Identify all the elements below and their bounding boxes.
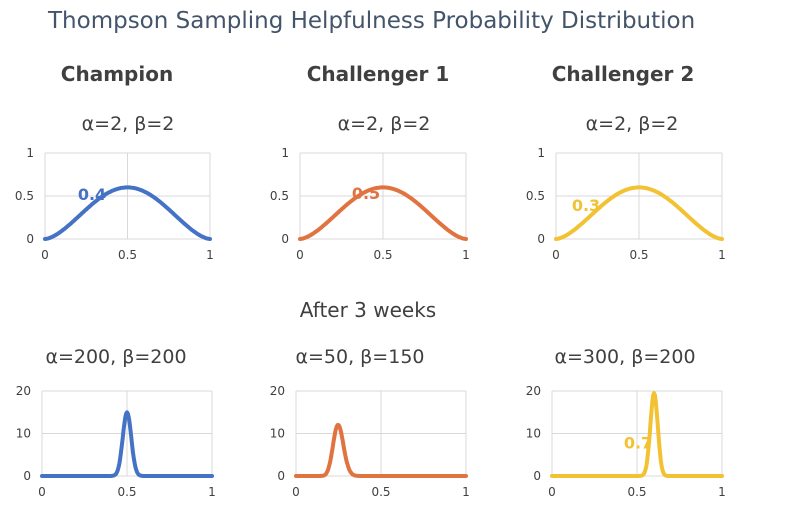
initial-challenger-1-xtick-label-2: 1: [462, 248, 470, 262]
initial-challenger-1-ytick-label-0: 0: [281, 232, 289, 246]
after-challenger-1-density-line: [294, 423, 468, 478]
initial-challenger-1-ytick-label-2: 1: [281, 146, 289, 160]
params-label-after-champion: α=200, β=200: [45, 346, 187, 368]
initial-champion-ytick-label-2: 1: [26, 146, 34, 160]
after-challenger-2-xtick-label-2: 1: [718, 485, 726, 499]
initial-challenger-1-ytick-label-1: 0.5: [270, 189, 289, 203]
arm-label-champion: Champion: [60, 62, 174, 86]
chart-title: Thompson Sampling Helpfulness Probabilit…: [48, 8, 696, 34]
after-challenger-2-ytick-label-1: 10: [526, 427, 541, 441]
after-champion-ytick-label-1: 10: [16, 427, 31, 441]
initial-challenger-2-xtick-label-0: 0: [552, 248, 560, 262]
after-challenger-2-ytick-label-2: 20: [526, 384, 541, 398]
after-challenger-1-ytick-label-1: 10: [270, 427, 285, 441]
after-challenger-1-ytick-label-0: 0: [277, 469, 285, 483]
after-challenger-1-xtick-label-0: 0: [292, 485, 300, 499]
initial-champion-density-line: [43, 185, 212, 241]
initial-challenger-2-sample-label: 0.3: [572, 196, 600, 215]
initial-challenger-2-xtick-label-1: 0.5: [629, 248, 648, 262]
initial-challenger-2-density-line: [554, 185, 724, 241]
initial-champion-xtick-label-2: 1: [206, 248, 214, 262]
initial-challenger-1-sample-label: 0.5: [352, 184, 380, 203]
params-label-initial-challenger-2: α=2, β=2: [585, 113, 679, 135]
params-label-after-challenger-1: α=50, β=150: [295, 346, 425, 368]
section-label-after-3-weeks: After 3 weeks: [299, 298, 437, 322]
initial-challenger-2-ytick-label-0: 0: [537, 232, 545, 246]
after-champion-xtick-label-2: 1: [208, 485, 216, 499]
after-champion-density-line: [40, 410, 214, 478]
after-champion-xtick-label-1: 0.5: [117, 485, 136, 499]
after-challenger-2-xtick-label-0: 0: [548, 485, 556, 499]
after-champion-ytick-label-0: 0: [23, 469, 31, 483]
after-challenger-2-sample-label: 0.7: [624, 434, 652, 453]
params-label-initial-challenger-1: α=2, β=2: [337, 113, 431, 135]
after-challenger-2-xtick-label-1: 0.5: [627, 485, 646, 499]
initial-champion-ytick-label-0: 0: [26, 232, 34, 246]
after-challenger-1-xtick-label-2: 1: [462, 485, 470, 499]
arm-label-challenger-2: Challenger 2: [551, 62, 695, 86]
arm-label-challenger-1: Challenger 1: [306, 62, 450, 86]
initial-challenger-1-xtick-label-0: 0: [296, 248, 304, 262]
initial-champion-ytick-label-1: 0.5: [15, 189, 34, 203]
after-challenger-1-xtick-label-1: 0.5: [371, 485, 390, 499]
initial-challenger-2-ytick-label-2: 1: [537, 146, 545, 160]
initial-champion-xtick-label-0: 0: [41, 248, 49, 262]
initial-challenger-1-density-line: [298, 185, 468, 241]
initial-champion-xtick-label-1: 0.5: [118, 248, 137, 262]
after-challenger-2-ytick-label-0: 0: [533, 469, 541, 483]
after-champion-ytick-label-2: 20: [16, 384, 31, 398]
initial-challenger-2-xtick-label-2: 1: [718, 248, 726, 262]
params-label-after-challenger-2: α=300, β=200: [554, 346, 696, 368]
initial-champion-sample-label: 0.4: [78, 185, 106, 204]
initial-challenger-1-xtick-label-1: 0.5: [373, 248, 392, 262]
params-label-initial-champion: α=2, β=2: [81, 113, 175, 135]
initial-challenger-2-ytick-label-1: 0.5: [526, 189, 545, 203]
after-champion-xtick-label-0: 0: [38, 485, 46, 499]
after-challenger-2-density-line: [550, 391, 724, 478]
after-challenger-1-ytick-label-2: 20: [270, 384, 285, 398]
